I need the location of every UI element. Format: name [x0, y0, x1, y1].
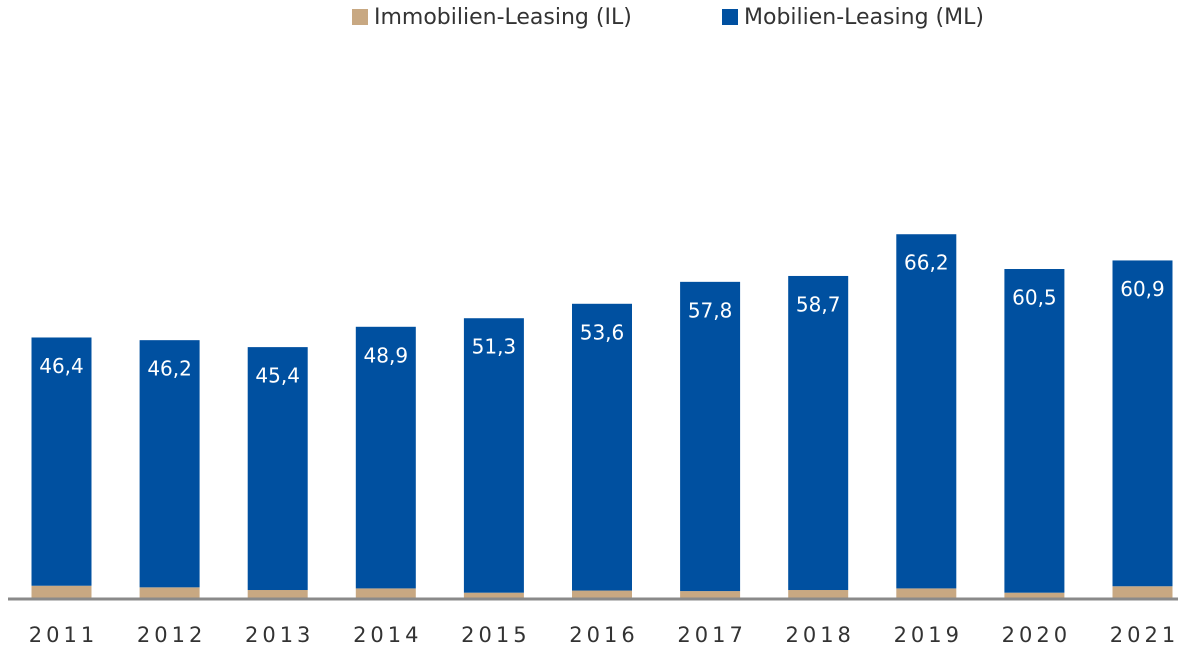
- x-tick-label: 2020: [1002, 623, 1071, 647]
- data-label: 66,2: [904, 251, 949, 275]
- bar-segment: [139, 340, 200, 588]
- bar-segment: [31, 585, 92, 598]
- bar-segment: [788, 275, 849, 591]
- legend-label: Immobilien-Leasing (IL): [374, 5, 632, 30]
- data-label: 46,2: [147, 357, 192, 381]
- bar-segment: [788, 590, 849, 598]
- legend-swatch: [352, 9, 368, 25]
- bar-segment: [247, 347, 308, 591]
- legend-label: Mobilien-Leasing (ML): [744, 5, 984, 30]
- data-label: 60,5: [1012, 286, 1057, 310]
- bar-segment: [1004, 269, 1065, 593]
- x-tick-label: 2014: [353, 623, 422, 647]
- bar-segment: [680, 281, 741, 592]
- bar-segment: [463, 592, 524, 598]
- x-tick-label: 2019: [894, 623, 963, 647]
- data-label: 48,9: [364, 343, 409, 367]
- x-tick-label: 2017: [677, 623, 746, 647]
- x-tick-label: 2021: [1110, 623, 1178, 647]
- bar-segment: [896, 234, 957, 589]
- bar-segment: [1112, 260, 1173, 587]
- bar-segment: [31, 337, 92, 586]
- x-tick-label: 2012: [137, 623, 206, 647]
- legend-swatch: [722, 9, 738, 25]
- x-tick-label: 2016: [569, 623, 638, 647]
- bar-segment: [572, 303, 632, 591]
- bar-segment: [355, 588, 416, 598]
- data-label: 58,7: [796, 292, 841, 316]
- x-tick-label: 2011: [29, 623, 98, 647]
- x-tick-label: 2018: [785, 623, 854, 647]
- bar-segment: [896, 588, 957, 598]
- bar-segment: [139, 587, 200, 598]
- data-label: 60,9: [1120, 277, 1165, 301]
- bar-segment: [572, 590, 632, 598]
- bar-segment: [680, 591, 741, 598]
- x-tick-label: 2013: [245, 623, 314, 647]
- data-label: 45,4: [255, 364, 300, 388]
- data-label: 46,4: [39, 354, 84, 378]
- x-tick-label: 2015: [461, 623, 530, 647]
- bar-segment: [1004, 592, 1065, 598]
- bar-segment: [1112, 586, 1173, 598]
- bar-segment: [463, 318, 524, 593]
- data-label: 57,8: [688, 298, 733, 322]
- bar-segment: [355, 326, 416, 589]
- data-label: 51,3: [472, 335, 517, 359]
- data-label: 53,6: [580, 320, 625, 344]
- bar-segment: [247, 590, 308, 598]
